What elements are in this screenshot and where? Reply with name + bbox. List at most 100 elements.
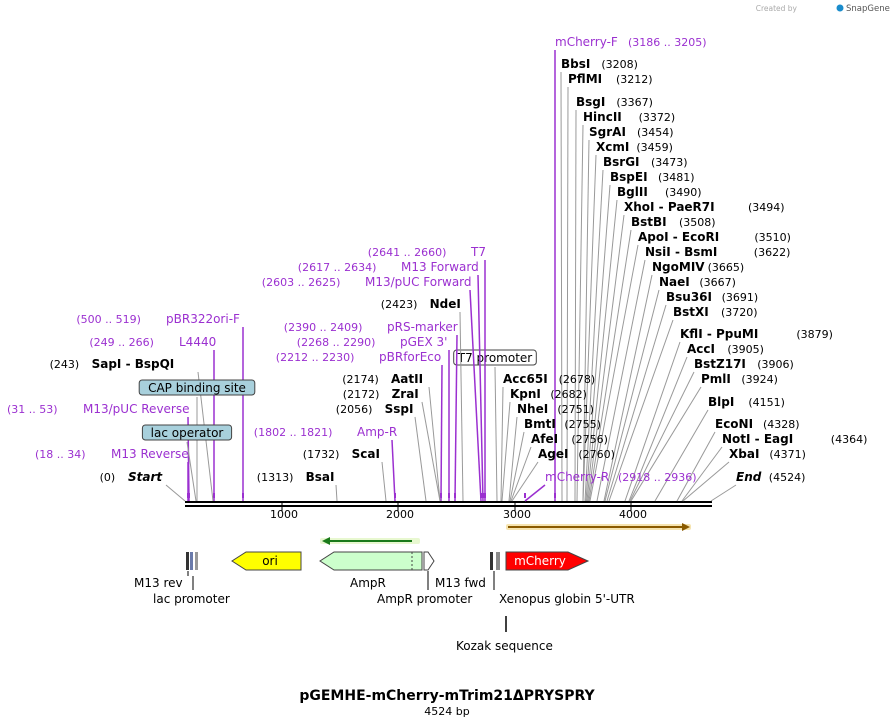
site-leader-line — [509, 431, 525, 502]
site-17[interactable]: (3720) BstXI — [608, 305, 758, 502]
site-position: (3510) — [754, 231, 791, 244]
site-position: (3508) — [679, 216, 716, 229]
site-8[interactable]: (3481) BspEI — [585, 170, 695, 502]
site-name: pBRforEco — [379, 350, 441, 364]
site-name: T7 promoter — [457, 351, 533, 365]
ampr-feature[interactable] — [319, 551, 423, 571]
site-position: (18 .. 34) — [35, 448, 86, 461]
site-21[interactable]: (3924) PmlI — [630, 372, 778, 502]
site-48[interactable]: (500 .. 519) pBR322ori-F — [76, 312, 244, 501]
site-19[interactable]: (3905) AccI — [628, 342, 764, 502]
site-name: BsgI — [576, 95, 605, 109]
site-38[interactable]: (2423) NdeI — [381, 297, 464, 502]
site-9[interactable]: (3490) BglII — [586, 185, 702, 502]
site-35[interactable]: (2641 .. 2660) T7 — [368, 245, 486, 501]
site-20[interactable]: (3906) BstZ17I — [629, 357, 794, 502]
site-13[interactable]: (3622) NsiI - BsmI — [596, 245, 790, 502]
feature-track: ori mCherry — [186, 551, 590, 632]
site-position: (3665) — [708, 261, 745, 274]
site-14[interactable]: (3665)NgoMIV — [603, 260, 745, 502]
site-36[interactable]: (2617 .. 2634) M13 Forward — [298, 260, 484, 502]
site-name: ScaI — [352, 447, 380, 461]
site-31[interactable]: (2751) NheI — [508, 402, 594, 502]
lac-operator-feature[interactable] — [195, 552, 198, 570]
site-11[interactable]: (3508) BstBI — [588, 215, 716, 502]
site-46[interactable]: (1732) ScaI — [303, 447, 387, 502]
site-15[interactable]: (3667) NaeI — [604, 275, 736, 502]
site-30[interactable]: (2755) BmtI — [509, 417, 601, 502]
snapgene-logo-icon — [836, 4, 844, 12]
site-name: AgeI — [538, 447, 568, 461]
site-leader-line — [500, 386, 504, 502]
ampr-orf-arrowhead-icon — [322, 537, 330, 545]
site-leader-line — [477, 274, 484, 502]
site-25[interactable]: (4371) XbaI — [682, 447, 806, 502]
site-6[interactable]: (3459) XcmI — [582, 140, 673, 502]
site-position: (3906) — [757, 358, 794, 371]
site-40[interactable]: (2268 .. 2290) pGEX 3' — [297, 335, 450, 501]
site-39[interactable]: (2390 .. 2409) pRS-marker — [284, 320, 458, 502]
site-49[interactable]: (249 .. 266) L4440 — [89, 335, 216, 501]
site-16[interactable]: (3691) Bsu36I — [606, 290, 758, 502]
site-26[interactable]: (4524) End — [710, 470, 805, 502]
site-33[interactable]: (2678) Acc65I — [500, 372, 595, 502]
site-5[interactable]: (3454) SgrAI — [582, 125, 674, 502]
site-41[interactable]: (2212 .. 2230) pBRforEco — [276, 350, 443, 502]
site-position: (2617 .. 2634) — [298, 261, 377, 274]
site-54[interactable]: (18 .. 34) M13 Reverse — [35, 447, 189, 501]
site-position: (3481) — [658, 171, 695, 184]
site-32[interactable]: (2682) KpnI — [501, 387, 587, 502]
ori-feature[interactable] — [231, 551, 302, 571]
site-leader-line — [603, 274, 653, 502]
site-10[interactable]: (3494) XhoI - PaeR7I — [587, 200, 785, 502]
m13-fwd-feature[interactable] — [490, 552, 493, 570]
watermark-brand: SnapGene — [846, 4, 890, 14]
site-55[interactable]: (0) Start — [100, 470, 186, 502]
site-12[interactable]: (3510) ApoI - EcoRI — [589, 230, 791, 502]
m13-rev-feature[interactable] — [186, 552, 189, 570]
site-position: (2390 .. 2409) — [284, 321, 363, 334]
lac-promoter-feature[interactable] — [190, 552, 193, 570]
site-leader-line — [454, 334, 458, 502]
site-2[interactable]: (3212) PflMI — [566, 72, 653, 502]
site-45[interactable]: (1802 .. 1821) Amp-R — [254, 425, 397, 502]
site-7[interactable]: (3473) BsrGI — [584, 155, 688, 502]
sequence-backbone: 1000 2000 3000 4000 — [185, 501, 712, 521]
ampr-promoter-feature[interactable] — [423, 551, 435, 571]
site-name: M13 Forward — [401, 260, 479, 274]
site-22[interactable]: (4151) BlpI — [654, 395, 785, 502]
site-position: (2172) — [343, 388, 380, 401]
site-51[interactable]: CAP binding site — [138, 379, 256, 501]
site-name: KflI - PpuMI — [680, 327, 758, 341]
mcherry-feature[interactable] — [505, 551, 590, 571]
site-leader-line — [681, 446, 723, 502]
site-43[interactable]: (2172) ZraI — [343, 387, 441, 502]
site-leader-line — [606, 304, 667, 502]
feature-label-ampr-promoter: AmpR promoter — [377, 592, 472, 606]
site-42[interactable]: (2174) AatII — [342, 372, 441, 502]
site-18[interactable]: (3879) KflI - PpuMI — [624, 327, 833, 502]
site-name: NaeI — [659, 275, 690, 289]
site-leader-line — [629, 371, 695, 502]
site-leader-line — [421, 401, 441, 502]
site-position: (31 .. 53) — [7, 403, 58, 416]
site-44[interactable]: (2056) SspI — [336, 402, 427, 502]
site-47[interactable]: (1313) BsaI — [257, 470, 338, 502]
site-position: (2268 .. 2290) — [297, 336, 376, 349]
site-37[interactable]: (2603 .. 2625) M13/pUC Forward — [262, 275, 482, 502]
site-3[interactable]: (3367) BsgI — [574, 95, 653, 502]
site-4[interactable]: (3372) HincII — [576, 110, 675, 502]
site-24[interactable]: (4364) NotI - EagI — [681, 432, 867, 502]
site-28[interactable]: (2760) AgeI — [511, 447, 615, 502]
site-leader-line — [440, 364, 443, 502]
ruler-label: 3000 — [503, 508, 531, 521]
site-29[interactable]: (2756) AfeI — [510, 432, 608, 502]
site-53[interactable]: lac operator — [141, 424, 233, 502]
site-23[interactable]: (4328) EcoNI — [676, 417, 800, 502]
site-27[interactable]: (2918 .. 2936) mCherry-R — [524, 470, 697, 502]
t7-promoter-feature[interactable] — [496, 552, 500, 570]
site-0[interactable]: (3186 .. 3205) mCherry-F — [554, 35, 707, 501]
site-position: (3208) — [601, 58, 638, 71]
site-1[interactable]: (3208) BbsI — [560, 57, 638, 502]
site-name: EcoNI — [715, 417, 753, 431]
